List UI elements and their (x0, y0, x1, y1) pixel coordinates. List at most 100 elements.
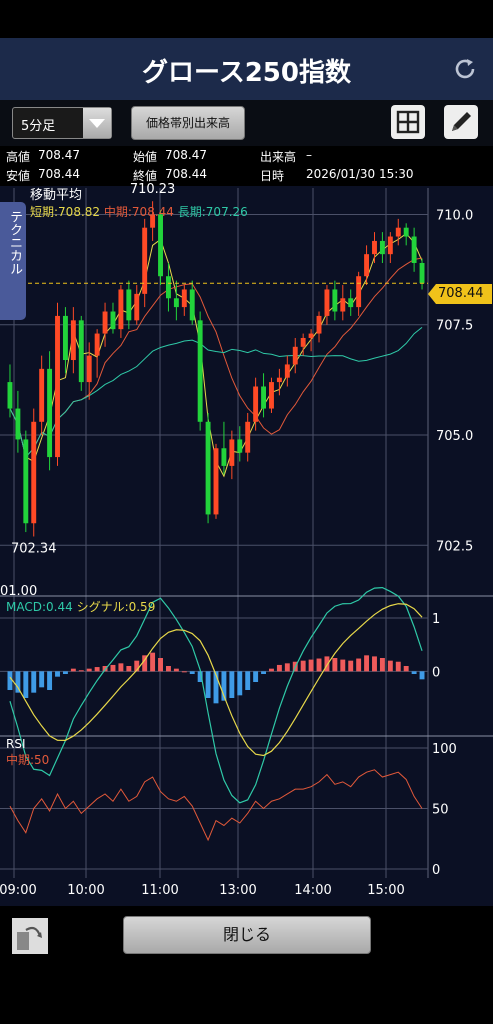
macd-value: MACD:0.44 (6, 600, 73, 614)
macd-hist-bar (284, 663, 290, 672)
candle-body (269, 382, 274, 409)
period-select-value: 5分足 (21, 119, 56, 134)
candle-body (134, 293, 140, 321)
macd-hist-bar (229, 671, 235, 698)
macd-hist-bar (118, 663, 124, 672)
close-button[interactable]: 閉じる (123, 916, 371, 954)
high-label: 高値 (6, 150, 31, 164)
candle-body (229, 439, 235, 466)
time-value: 2026/01/30 15:30 (306, 167, 414, 181)
candle-body (78, 320, 84, 383)
candle-body (348, 298, 354, 308)
ma-mid-value: 中期:708.44 (103, 205, 174, 219)
price-axis-label: 710.0 (436, 208, 473, 223)
candle-body (292, 346, 298, 365)
macd-axis-label: 0 (432, 665, 440, 680)
candle-body (316, 315, 322, 334)
rsi-line (9, 769, 423, 842)
macd-hist-bar (15, 671, 21, 693)
macd-hist-bar (372, 656, 377, 672)
macd-hist-bar (340, 659, 346, 672)
macd-hist-bar (23, 671, 29, 698)
ma-legend-title: 移動平均 (30, 188, 83, 203)
macd-hist-bar (102, 666, 108, 672)
time-axis-label: 15:00 (367, 883, 404, 898)
period-select[interactable]: 5分足 (12, 107, 112, 139)
candle-body (142, 227, 148, 294)
pencil-icon[interactable] (444, 105, 478, 139)
low-value: 708.44 (38, 167, 80, 181)
candle-body (55, 315, 60, 458)
macd-hist-bar (173, 668, 179, 672)
macd-hist-bar (379, 658, 385, 672)
footer-bar: 閉じる (0, 906, 493, 1024)
candle-body (284, 364, 290, 378)
rsi-axis-label: 0 (432, 863, 440, 878)
rotate-icon[interactable] (12, 918, 48, 954)
technical-tab-label: テクニカル (7, 210, 22, 275)
macd-hist-bar (403, 666, 409, 672)
macd-hist-bar (189, 671, 195, 674)
price-axis-label: 707.5 (436, 319, 473, 334)
price-axis-label: 702.5 (436, 539, 473, 554)
candle-body (31, 421, 37, 524)
macd-hist-bar (62, 671, 68, 674)
macd-hist-bar (221, 671, 227, 701)
price-volume-button[interactable]: 価格帯別出来高 (131, 106, 245, 140)
grid-layout-icon[interactable] (391, 105, 425, 139)
macd-legend: MACD:0.44 シグナル:0.59 (6, 598, 155, 615)
signal-value: シグナル:0.59 (76, 600, 156, 614)
candle-body (237, 439, 243, 453)
macd-hist-bar (348, 660, 354, 672)
candle-body (221, 448, 227, 466)
candle-body (324, 289, 330, 316)
candle-body (70, 320, 76, 361)
close-value: 708.44 (165, 167, 207, 181)
candle-body (261, 386, 267, 409)
candle-body (379, 240, 385, 255)
macd-hist-bar (47, 671, 53, 690)
refresh-icon[interactable] (452, 56, 478, 82)
candle-body (197, 320, 203, 422)
chart-toolbar: 5分足 価格帯別出来高 (0, 100, 493, 146)
time-axis-label: 09:00 (0, 883, 37, 898)
macd-hist-bar (364, 655, 370, 672)
candle-body (102, 311, 108, 334)
prev-close-label: 01.00 (0, 584, 37, 599)
macd-hist-bar (411, 671, 417, 674)
price-chart[interactable]: 710.0 707.5 705.0 702.5 1 0 100 50 0 09:00 10:00 11… (0, 146, 493, 906)
rsi-axis-label: 100 (432, 742, 457, 757)
candle-body (403, 227, 409, 237)
macd-hist-bar (395, 661, 401, 672)
candle-body (387, 236, 393, 255)
macd-hist-bar (165, 666, 171, 672)
macd-hist-bar (300, 660, 306, 672)
candle-body (253, 386, 259, 422)
candle-body (110, 311, 116, 330)
ma-legend: 移動平均 短期:708.82 中期:708.44 長期:707.26 (30, 184, 248, 220)
rsi-legend: RSI 中期:50 (6, 737, 49, 768)
macd-hist-bar (213, 671, 219, 704)
app-header: グロース250指数 (0, 38, 493, 100)
macd-hist-bar (269, 668, 274, 672)
macd-hist-bar (94, 667, 100, 672)
long-ma-line (9, 327, 423, 459)
macd-hist-bar (181, 671, 187, 673)
time-axis-label: 10:00 (67, 883, 104, 898)
macd-hist-bar (332, 658, 338, 672)
macd-line (9, 586, 423, 804)
technical-tab[interactable]: テクニカル (0, 202, 26, 320)
candle-body (189, 289, 195, 321)
candle-body (308, 333, 314, 338)
candle-body (7, 382, 13, 409)
macd-hist-bar (419, 671, 425, 680)
chevron-down-icon[interactable] (83, 108, 111, 138)
open-value: 708.47 (165, 148, 207, 162)
candle-body (332, 289, 338, 312)
page-title: グロース250指数 (142, 58, 351, 88)
ohlc-info: 高値 708.47 始値 708.47 出来高 – 安値 708.44 終値 7… (6, 148, 486, 184)
macd-hist-bar (134, 660, 140, 672)
macd-hist-bar (276, 664, 282, 672)
price-axis-label: 705.0 (436, 429, 473, 444)
close-label: 終値 (133, 169, 158, 183)
